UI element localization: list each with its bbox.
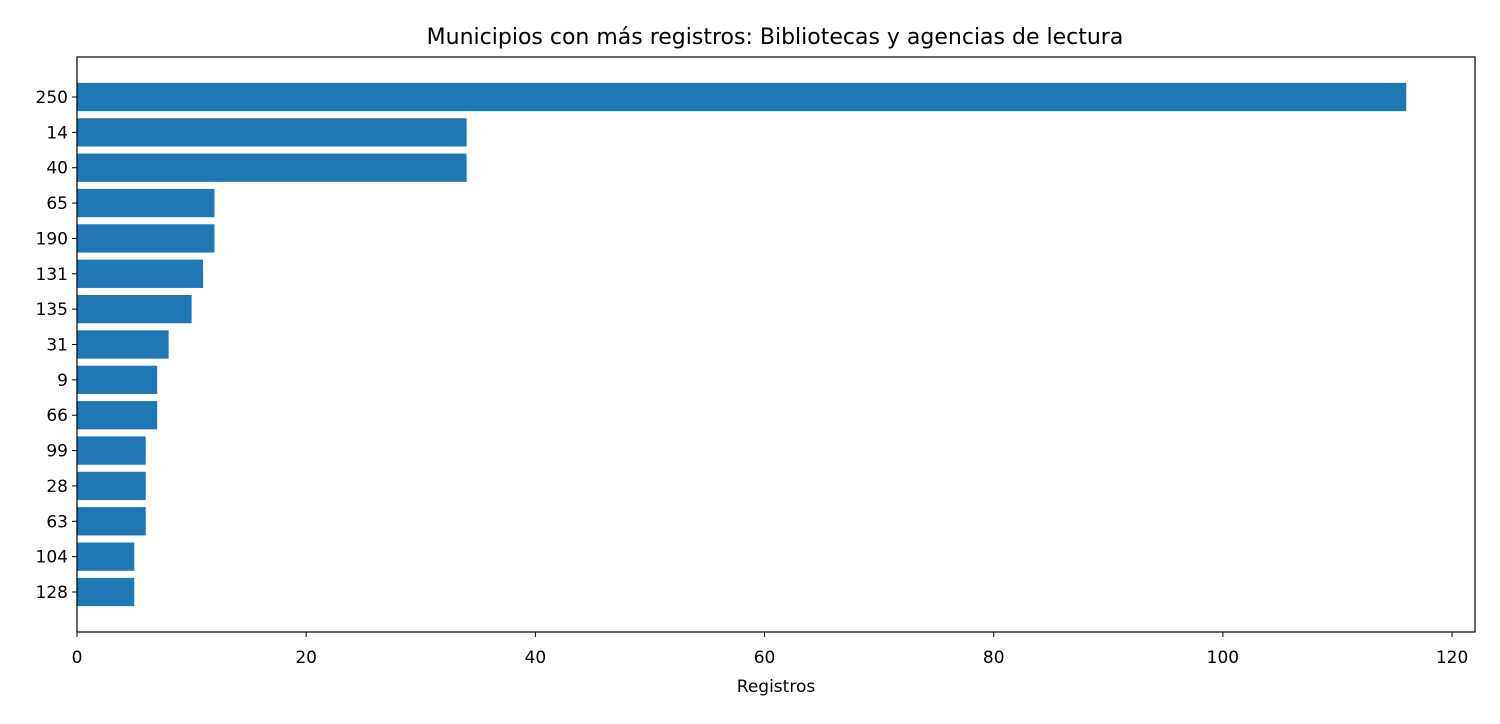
bar-14 <box>77 118 467 147</box>
y-tick-label: 99 <box>46 442 68 462</box>
x-axis-ticks: 0 20 40 60 80 100 120 <box>72 632 1468 668</box>
x-tick-label: 20 <box>295 648 317 668</box>
bar-28 <box>77 471 146 501</box>
y-tick-label: 14 <box>46 123 68 143</box>
y-tick-label: 9 <box>57 371 68 391</box>
bar-65 <box>77 188 215 218</box>
y-axis-ticks: 250 14 40 65 190 131 135 31 9 66 99 28 63 104 128 <box>36 88 77 603</box>
y-tick-label: 65 <box>46 194 68 214</box>
y-tick-label: 40 <box>46 159 68 179</box>
x-tick-label: 80 <box>983 648 1005 668</box>
x-tick-label: 100 <box>1207 648 1239 668</box>
y-tick-label: 131 <box>36 265 68 285</box>
y-tick-label: 190 <box>36 229 68 249</box>
bar-66 <box>77 401 158 430</box>
bar-40 <box>77 153 467 182</box>
bar-63 <box>77 507 146 536</box>
bar-99 <box>77 436 146 465</box>
y-tick-label: 135 <box>36 300 68 320</box>
y-tick-label: 66 <box>46 406 68 426</box>
bar-128 <box>77 577 135 607</box>
x-tick-label: 60 <box>754 648 776 668</box>
y-tick-label: 128 <box>36 583 68 603</box>
bar-250 <box>77 82 1407 112</box>
y-tick-label: 63 <box>46 512 68 532</box>
y-tick-label: 104 <box>36 548 68 568</box>
x-axis-label: Registros <box>737 677 816 697</box>
bar-190 <box>77 224 215 253</box>
bar-131 <box>77 259 204 288</box>
bars-layer <box>77 82 1407 607</box>
y-tick-label: 31 <box>46 336 68 356</box>
bar-31 <box>77 330 169 359</box>
y-tick-label: 250 <box>36 88 68 108</box>
bar-9 <box>77 365 158 394</box>
x-tick-label: 40 <box>525 648 547 668</box>
plot-frame <box>76 56 1476 633</box>
x-tick-label: 0 <box>72 648 83 668</box>
chart-title: Municipios con más registros: Biblioteca… <box>427 25 1124 50</box>
y-tick-label: 28 <box>46 477 68 497</box>
x-tick-label: 120 <box>1436 648 1468 668</box>
bar-135 <box>77 295 192 324</box>
bar-104 <box>77 542 135 571</box>
